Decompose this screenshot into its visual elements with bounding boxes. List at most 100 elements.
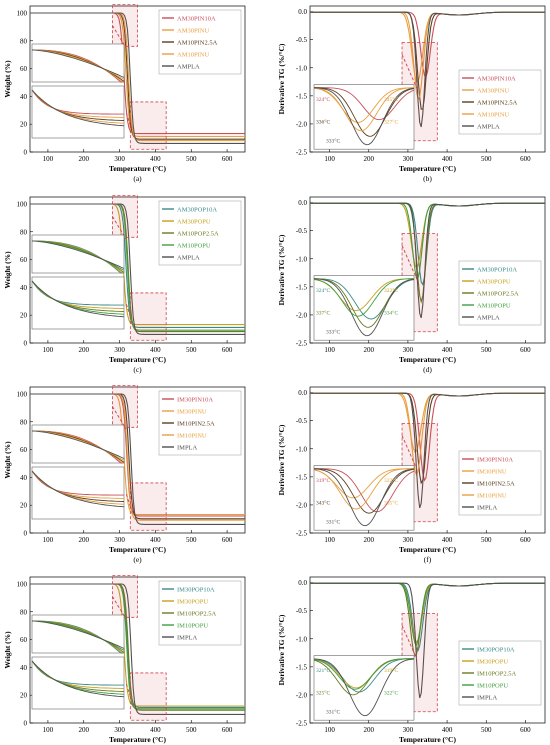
- plot-frame: [309, 576, 546, 724]
- callout-arrow: [112, 25, 127, 49]
- x-tick-label: 100: [43, 726, 54, 734]
- peak-temp-label: 333°C: [326, 329, 340, 336]
- inset-line: [31, 49, 125, 78]
- panel-label: (e): [133, 555, 142, 564]
- x-tick-label: 600: [520, 155, 531, 163]
- zoom-box-1: [112, 4, 138, 47]
- inset-1: [31, 43, 125, 83]
- peak-inset: 321°C 319°C 325°C 322°C 331°C: [313, 655, 415, 721]
- legend: AM30POP10A AM30POPU AM10POP2.5A AM10POPU AMP…: [158, 200, 242, 266]
- legend-entry: AM30PIN10A: [477, 76, 516, 83]
- y-tick-label: 20: [20, 312, 28, 320]
- legend-entry: AM30PINU: [477, 88, 509, 95]
- callout-arrow: [125, 111, 131, 126]
- legend-entry: IM30PINU: [177, 409, 207, 416]
- inset-line: [31, 240, 125, 269]
- y-tick-label: 100: [17, 9, 28, 17]
- inset-frame: [31, 466, 125, 520]
- y-tick-label: -1.0: [296, 255, 308, 263]
- inset-frame: [31, 276, 125, 330]
- inset-1: [31, 614, 125, 654]
- x-tick-label: 200: [79, 155, 90, 163]
- legend-entry: IMPLA: [177, 445, 198, 452]
- chart-panel-g: 100 200 300 400 500 600 0 20 40 60 80 100 Temperatur…: [3, 575, 246, 744]
- y-tick-label: -2.5: [296, 340, 308, 348]
- legend-entry: AM30PIN10A: [177, 16, 216, 23]
- series-line-IMPLA: [30, 393, 245, 525]
- x-tick-label: 300: [403, 726, 414, 734]
- y-tick-label: -1.5: [296, 663, 308, 671]
- x-tick-label: 200: [364, 726, 375, 734]
- inset-line: [313, 658, 415, 690]
- inset-frame: [31, 43, 125, 83]
- x-tick-label: 200: [364, 155, 375, 163]
- x-tick-label: 300: [114, 346, 125, 354]
- legend-entry: AMPLA: [177, 255, 200, 262]
- peak-temp-label: 331°C: [326, 519, 340, 526]
- legend-entry: IM10POPU: [177, 623, 208, 630]
- legend-entry: IM10PIN2.5A: [477, 481, 515, 488]
- y-axis-label: Weight (%): [3, 251, 12, 289]
- y-tick-label: 0: [24, 530, 28, 538]
- peak-temp-label: 319°C: [316, 477, 330, 484]
- legend-entry: AM10POP2.5A: [177, 231, 219, 238]
- legend-entry: AM10POP2.5A: [477, 291, 519, 298]
- x-axis-label: Temperature (°C): [399, 164, 456, 173]
- inset-frame: [31, 234, 125, 274]
- x-tick-label: 100: [324, 155, 335, 163]
- x-tick-label: 500: [481, 726, 492, 734]
- peak-temp-label: 324°C: [316, 96, 330, 103]
- x-tick-label: 600: [520, 346, 531, 354]
- y-tick-label: -0.5: [296, 607, 308, 615]
- zoom-box-2: [129, 101, 167, 150]
- x-tick-label: 300: [403, 346, 414, 354]
- inset-line: [31, 49, 125, 80]
- legend-entry: AMPLA: [477, 315, 500, 322]
- callout-arrow: [112, 596, 127, 620]
- legend-entry: IMPLA: [177, 635, 198, 642]
- x-tick-label: 600: [222, 726, 233, 734]
- x-tick-label: 200: [364, 536, 375, 544]
- y-tick-label: 0: [24, 720, 28, 728]
- peak-temp-label: 322°C: [384, 287, 398, 294]
- chart-panel-e: 100 200 300 400 500 600 0 20 40 60 80 100 Temperatur…: [3, 385, 246, 564]
- callout-arrow: [401, 625, 418, 660]
- legend-entry: AM10PIN2.5A: [477, 100, 518, 107]
- peak-temp-label: 327°C: [384, 118, 398, 125]
- legend-entry: IM30POP10A: [177, 587, 215, 594]
- peak-inset: 324°C 322°C 337°C 334°C 333°C: [313, 275, 415, 341]
- x-tick-label: 500: [481, 346, 492, 354]
- x-tick-label: 600: [222, 536, 233, 544]
- y-tick-label: -2.0: [296, 691, 308, 699]
- legend-entry: IM10PIN2.5A: [177, 421, 215, 428]
- legend-entry: AM30POPU: [177, 219, 211, 226]
- panel-label: (d): [423, 365, 432, 374]
- legend-entry: AM10PINU: [177, 52, 209, 59]
- legend-entry: IM30POPU: [177, 599, 208, 606]
- x-tick-label: 200: [79, 536, 90, 544]
- series-line-AMPLA: [30, 12, 245, 144]
- y-tick-label: -1.0: [296, 635, 308, 643]
- y-tick-label: 20: [20, 121, 28, 129]
- legend-entry: IMPLA: [477, 505, 498, 512]
- inset-line: [31, 430, 125, 461]
- inset-line: [31, 430, 125, 459]
- x-tick-label: 400: [150, 155, 161, 163]
- zoom-box-2: [129, 482, 167, 531]
- x-tick-label: 400: [442, 346, 453, 354]
- y-tick-label: -1.0: [296, 445, 308, 453]
- y-axis-label: Weight (%): [3, 631, 12, 669]
- x-axis-label: Temperature (°C): [109, 164, 166, 173]
- y-tick-label: -2.0: [296, 120, 308, 128]
- y-tick-label: -1.5: [296, 92, 308, 100]
- panel-label: (b): [423, 174, 432, 183]
- y-tick-label: 40: [20, 664, 28, 672]
- peak-temp-label: 322°C: [384, 689, 398, 696]
- series-line-AMPLA: [310, 11, 545, 128]
- peak-inset: 324°C 345°C 336°C 327°C 333°C: [313, 84, 415, 150]
- callout-arrow: [112, 216, 127, 240]
- y-tick-label: 0.0: [298, 579, 307, 587]
- y-tick-label: -0.5: [296, 227, 308, 235]
- series-line-AMPLA: [30, 203, 245, 335]
- inset-line: [313, 87, 415, 132]
